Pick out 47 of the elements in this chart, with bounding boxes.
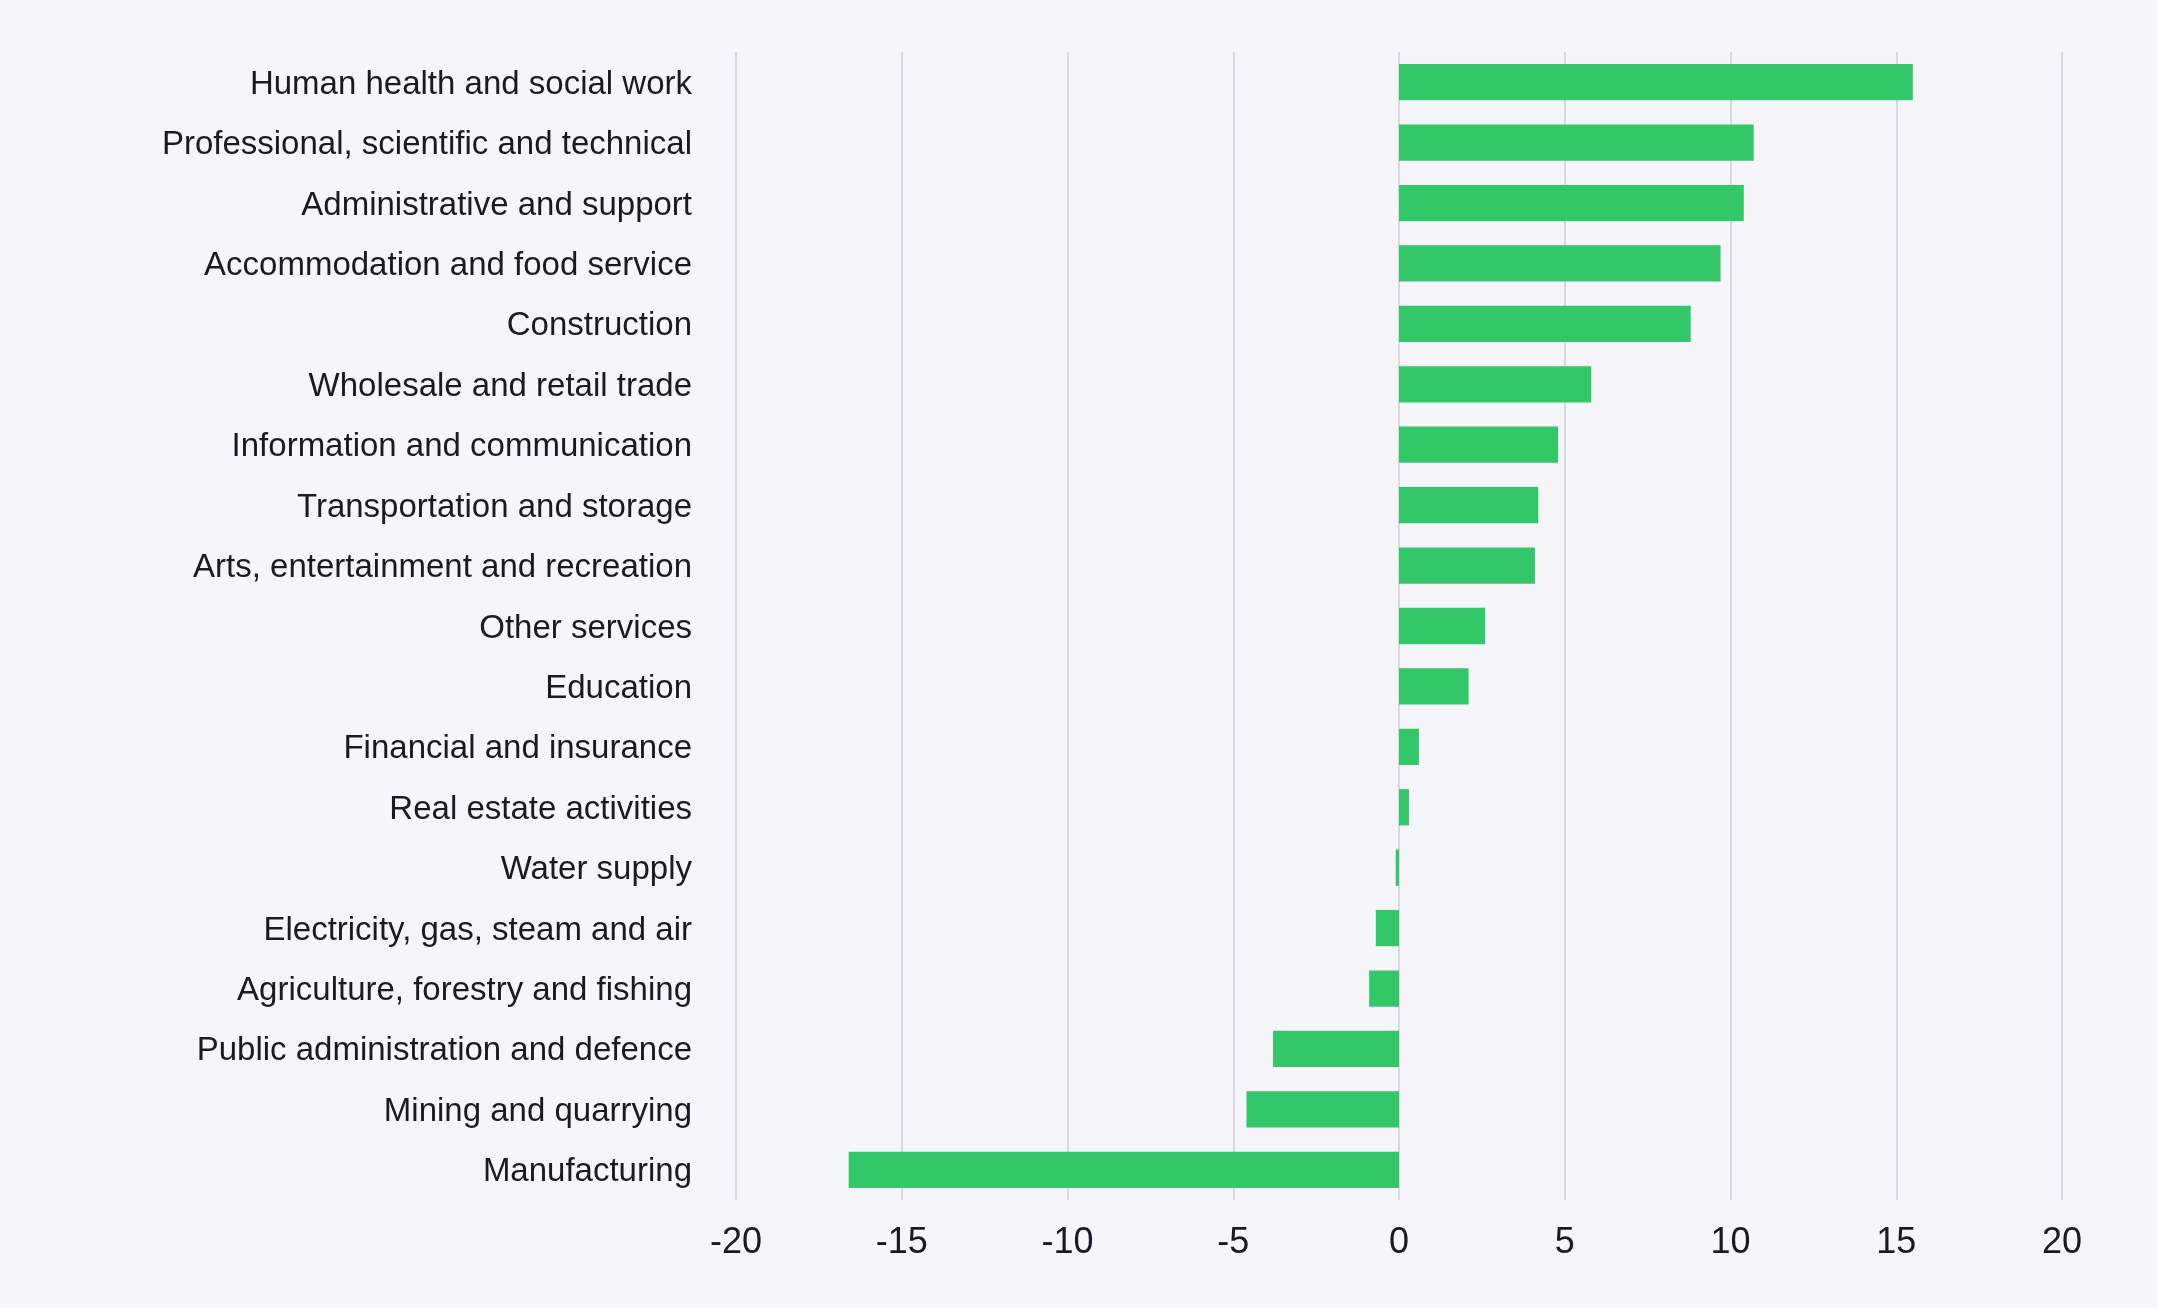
bar <box>1399 789 1409 826</box>
y-tick-label: Manufacturing <box>482 1151 692 1189</box>
y-tick-label: Other services <box>479 607 692 645</box>
bar <box>1399 64 1913 101</box>
y-tick-label: Accommodation and food service <box>204 244 692 282</box>
y-tick-label: Public administration and defence <box>196 1030 692 1068</box>
bar <box>1399 184 1744 222</box>
y-tick-label: Information and communication <box>231 426 692 464</box>
bar <box>1399 305 1691 343</box>
y-tick-label: Administrative and support <box>301 184 692 222</box>
bar <box>1273 1030 1399 1068</box>
bar <box>848 1151 1399 1188</box>
bar <box>1399 366 1592 403</box>
x-tick-label: 10 <box>1710 1219 1751 1261</box>
y-tick-label: Electricity, gas, steam and air <box>263 909 692 947</box>
y-tick-label: Construction <box>506 305 692 343</box>
y-tick-label: Financial and insurance <box>343 728 692 766</box>
bar <box>1399 124 1754 161</box>
bar <box>1399 547 1535 584</box>
y-tick-label: Water supply <box>500 849 693 887</box>
bar <box>1399 426 1559 463</box>
bar <box>1399 668 1469 705</box>
bar <box>1399 245 1721 282</box>
y-tick-label: Human health and social work <box>249 63 693 101</box>
x-tick-label: 0 <box>1388 1219 1410 1261</box>
bar <box>1246 1091 1399 1128</box>
x-tick-label: -5 <box>1217 1219 1250 1261</box>
y-tick-label: Agriculture, forestry and fishing <box>237 970 692 1008</box>
y-tick-label: Wholesale and retail trade <box>308 365 692 403</box>
x-tick-label: 20 <box>2041 1219 2083 1261</box>
x-tick-label: -15 <box>875 1219 928 1261</box>
y-tick-label: Mining and quarrying <box>383 1090 692 1128</box>
x-tick-label: 15 <box>1876 1219 1917 1261</box>
bar <box>1399 728 1419 765</box>
y-tick-label: Transportation and storage <box>296 486 692 524</box>
bar <box>1375 909 1399 947</box>
bar <box>1395 849 1399 886</box>
bar <box>1399 487 1539 524</box>
x-tick-label: 5 <box>1554 1219 1575 1261</box>
y-tick-label: Real estate activities <box>389 788 692 826</box>
bar <box>1369 970 1399 1007</box>
x-tick-label: -10 <box>1041 1219 1094 1261</box>
y-tick-label: Professional, scientific and technical <box>161 124 692 162</box>
x-tick-label: -20 <box>709 1219 763 1261</box>
y-tick-label: Education <box>545 667 692 705</box>
bar <box>1399 607 1486 645</box>
y-tick-label: Arts, entertainment and recreation <box>193 547 692 585</box>
